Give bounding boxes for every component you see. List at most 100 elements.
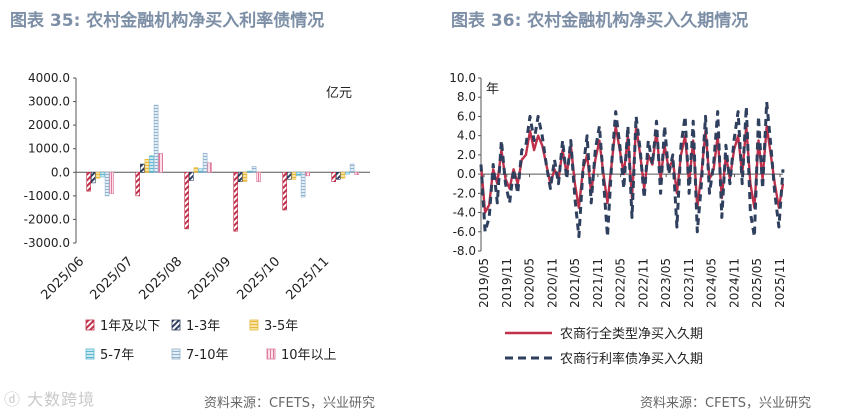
bar: [335, 171, 341, 180]
x-tick-label: 2025/06: [39, 254, 88, 303]
x-tick-label: 2023/11: [682, 258, 696, 308]
bar: [291, 171, 297, 180]
bar: [189, 171, 194, 181]
x-tick-label: 2025/10: [235, 254, 284, 303]
x-tick-label: 2025/11: [284, 254, 333, 303]
bar: [144, 159, 150, 173]
line-chart: 10.0 8.0 6.0 4.0 2.0 0.0 -2.0 -4.0 -6.0 -8.0 年 2019…: [449, 71, 787, 367]
bar: [135, 171, 140, 197]
y-tick-label: 10.0: [449, 71, 476, 85]
legend-label: 农商行全类型净买入久期: [560, 326, 703, 342]
x-tick-label: 2025/05: [750, 258, 764, 308]
bar: [256, 171, 262, 183]
bar: [305, 171, 311, 177]
source-note-right: 资料来源：CFETS，兴业研究: [640, 396, 811, 411]
bar-chart: 4000.0 3000.0 2000.0 1000.0 0.0 -1000.0 -2000.…: [24, 71, 370, 363]
legend-label: 5-7年: [100, 348, 134, 363]
bar: [340, 171, 346, 179]
y-tick-label: -2.0: [453, 186, 476, 200]
bar: [100, 171, 105, 178]
legend-swatch: [266, 348, 276, 360]
bar: [198, 168, 203, 173]
x-tick-label: 2019/05: [477, 258, 491, 308]
legend-swatch: [171, 319, 181, 331]
y-tick-label: 4.0: [457, 129, 476, 143]
series-line-dashed: [479, 100, 785, 239]
y-tick-label: 0.0: [51, 165, 70, 179]
chart-36-title: 图表 36: 农村金融机构净买入久期情况: [451, 11, 749, 31]
bar: [158, 153, 163, 173]
bar: [109, 171, 114, 194]
x-tick-label: 2024/05: [705, 258, 719, 308]
chart-35-title: 图表 35: 农村金融机构净买入利率债情况: [10, 11, 325, 31]
bar: [193, 167, 199, 173]
x-tick-label: 2021/05: [568, 258, 582, 308]
x-tick-label: 2020/11: [545, 258, 559, 308]
unit-label: 年: [486, 82, 499, 97]
y-tick-label: -4.0: [453, 206, 476, 220]
legend-label: 1年及以下: [100, 319, 160, 334]
bar: [184, 171, 189, 230]
legend-label: 10年以上: [281, 348, 337, 363]
y-tick-label: 0.0: [457, 167, 476, 181]
x-tick-label: 2022/11: [636, 258, 650, 308]
y-tick-label: 2000.0: [28, 118, 70, 132]
x-tick-label: 2025/11: [773, 258, 787, 308]
bar: [349, 163, 355, 173]
legend-label: 农商行利率债净买入久期: [560, 351, 703, 367]
y-tick-label: 3000.0: [28, 95, 70, 109]
y-tick-label: -1000.0: [24, 189, 70, 203]
legend-label: 1-3年: [186, 319, 220, 334]
y-tick-label: -2000.0: [24, 212, 70, 226]
bar: [86, 171, 91, 192]
bar: [345, 171, 350, 175]
bar: [153, 104, 159, 173]
x-tick-label: 2020/05: [523, 258, 537, 308]
unit-label: 亿元: [326, 86, 352, 101]
legend-swatch: [171, 348, 181, 360]
legend-swatch: [85, 348, 95, 360]
watermark-text: 大数跨境: [27, 390, 96, 409]
bar: [286, 171, 292, 180]
legend-swatch: [249, 319, 259, 331]
bar: [300, 171, 306, 198]
x-tick-label: 2019/11: [500, 258, 514, 308]
bar: [91, 171, 96, 184]
bar: [282, 171, 288, 211]
bar: [104, 171, 110, 197]
x-tick-label: 2024/11: [727, 258, 741, 308]
y-tick-label: 6.0: [457, 109, 476, 123]
x-tick-label: 2021/11: [591, 258, 605, 308]
y-tick-label: 1000.0: [28, 142, 70, 156]
bar: [233, 171, 238, 232]
y-tick-label: -6.0: [453, 225, 476, 239]
x-tick-label: 2025/09: [186, 254, 235, 303]
legend-swatch: [85, 319, 95, 331]
watermark-logo: ⓓ 大数跨境: [4, 390, 96, 409]
x-tick-label: 2025/07: [88, 254, 137, 303]
x-tick-label: 2023/05: [659, 258, 673, 308]
bar: [202, 153, 208, 173]
y-tick-label: 4000.0: [28, 71, 70, 85]
bar: [95, 171, 101, 179]
source-note-left: 资料来源：CFETS，兴业研究: [204, 396, 375, 411]
bar: [140, 163, 145, 173]
bar: [354, 171, 360, 175]
y-tick-label: 2.0: [457, 148, 476, 162]
y-tick-label: -8.0: [453, 244, 476, 258]
bar: [296, 171, 301, 177]
bar: [238, 171, 243, 183]
bar: [331, 171, 337, 183]
y-tick-label: -3000.0: [24, 236, 70, 250]
legend-label: 7-10年: [186, 348, 229, 363]
legend-label: 3-5年: [264, 319, 298, 334]
y-tick-label: 8.0: [457, 90, 476, 104]
x-tick-label: 2022/05: [614, 258, 628, 308]
bar: [247, 170, 252, 173]
bar: [207, 162, 212, 173]
bar: [149, 155, 154, 173]
bar: [251, 166, 257, 173]
bar: [242, 171, 248, 183]
x-tick-label: 2025/08: [137, 254, 186, 303]
